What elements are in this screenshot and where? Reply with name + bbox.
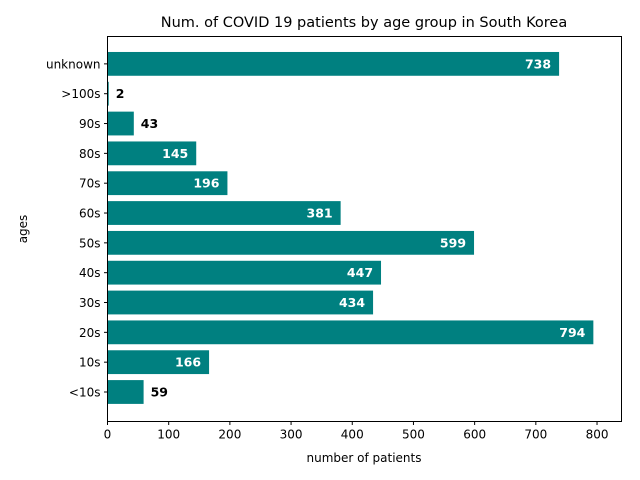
y-tick-label: 70s (79, 177, 101, 191)
bar (107, 51, 560, 76)
y-tick-label: 40s (79, 266, 101, 280)
bar (107, 350, 210, 375)
x-ticks-group: 0 100 200 300 400 500 600 700 800 (104, 421, 609, 442)
plot-frame (107, 36, 622, 422)
x-tick-label: 800 (586, 428, 609, 442)
bar (107, 290, 374, 315)
x-tick-label: 200 (218, 428, 241, 442)
data-label: 381 (307, 206, 333, 221)
data-label: 43 (141, 116, 158, 131)
x-tick-label: 400 (341, 428, 364, 442)
y-tick-label: 20s (79, 326, 101, 340)
bar (107, 320, 594, 345)
data-label: 447 (347, 265, 373, 280)
y-tick-label: 90s (79, 117, 101, 131)
x-tick-label: 700 (524, 428, 547, 442)
bar (107, 230, 475, 255)
y-ticks-group: <10s 10s 20s 30s 40s 50s 60s 70s 80s 90s >100s unkn… (46, 57, 108, 400)
data-label: 166 (175, 355, 201, 370)
data-label: 738 (525, 56, 551, 71)
bar (107, 201, 341, 225)
x-tick-label: 600 (463, 428, 486, 442)
x-tick-label: 100 (157, 428, 180, 442)
y-tick-label: 60s (79, 207, 101, 221)
y-tick-label: 10s (79, 356, 101, 370)
y-tick-label: 50s (79, 236, 101, 250)
y-tick-label: >100s (61, 87, 100, 101)
bar (107, 81, 109, 106)
bar (107, 260, 382, 285)
bars-group: 59 166 794 434 447 599 381 196 145 43 2 738 (107, 51, 594, 404)
data-label: 599 (440, 235, 466, 250)
data-label: 2 (116, 86, 125, 101)
data-label: 59 (151, 385, 168, 400)
bar (107, 380, 144, 404)
bar (107, 171, 228, 196)
y-tick-label: 80s (79, 147, 101, 161)
x-tick-label: 0 (104, 428, 112, 442)
x-axis-label: number of patients (307, 451, 422, 465)
data-label: 794 (559, 325, 585, 340)
bar (107, 111, 134, 136)
y-axis-label: ages (16, 215, 30, 244)
data-label: 145 (162, 146, 188, 161)
bar (107, 141, 197, 166)
x-tick-label: 500 (402, 428, 425, 442)
data-label: 434 (339, 295, 365, 310)
y-tick-label: <10s (69, 386, 101, 400)
y-tick-label: 30s (79, 296, 101, 310)
chart-title: Num. of COVID 19 patients by age group i… (161, 15, 567, 31)
x-tick-label: 300 (280, 428, 303, 442)
y-tick-label: unknown (46, 57, 101, 71)
data-label: 196 (193, 176, 219, 191)
